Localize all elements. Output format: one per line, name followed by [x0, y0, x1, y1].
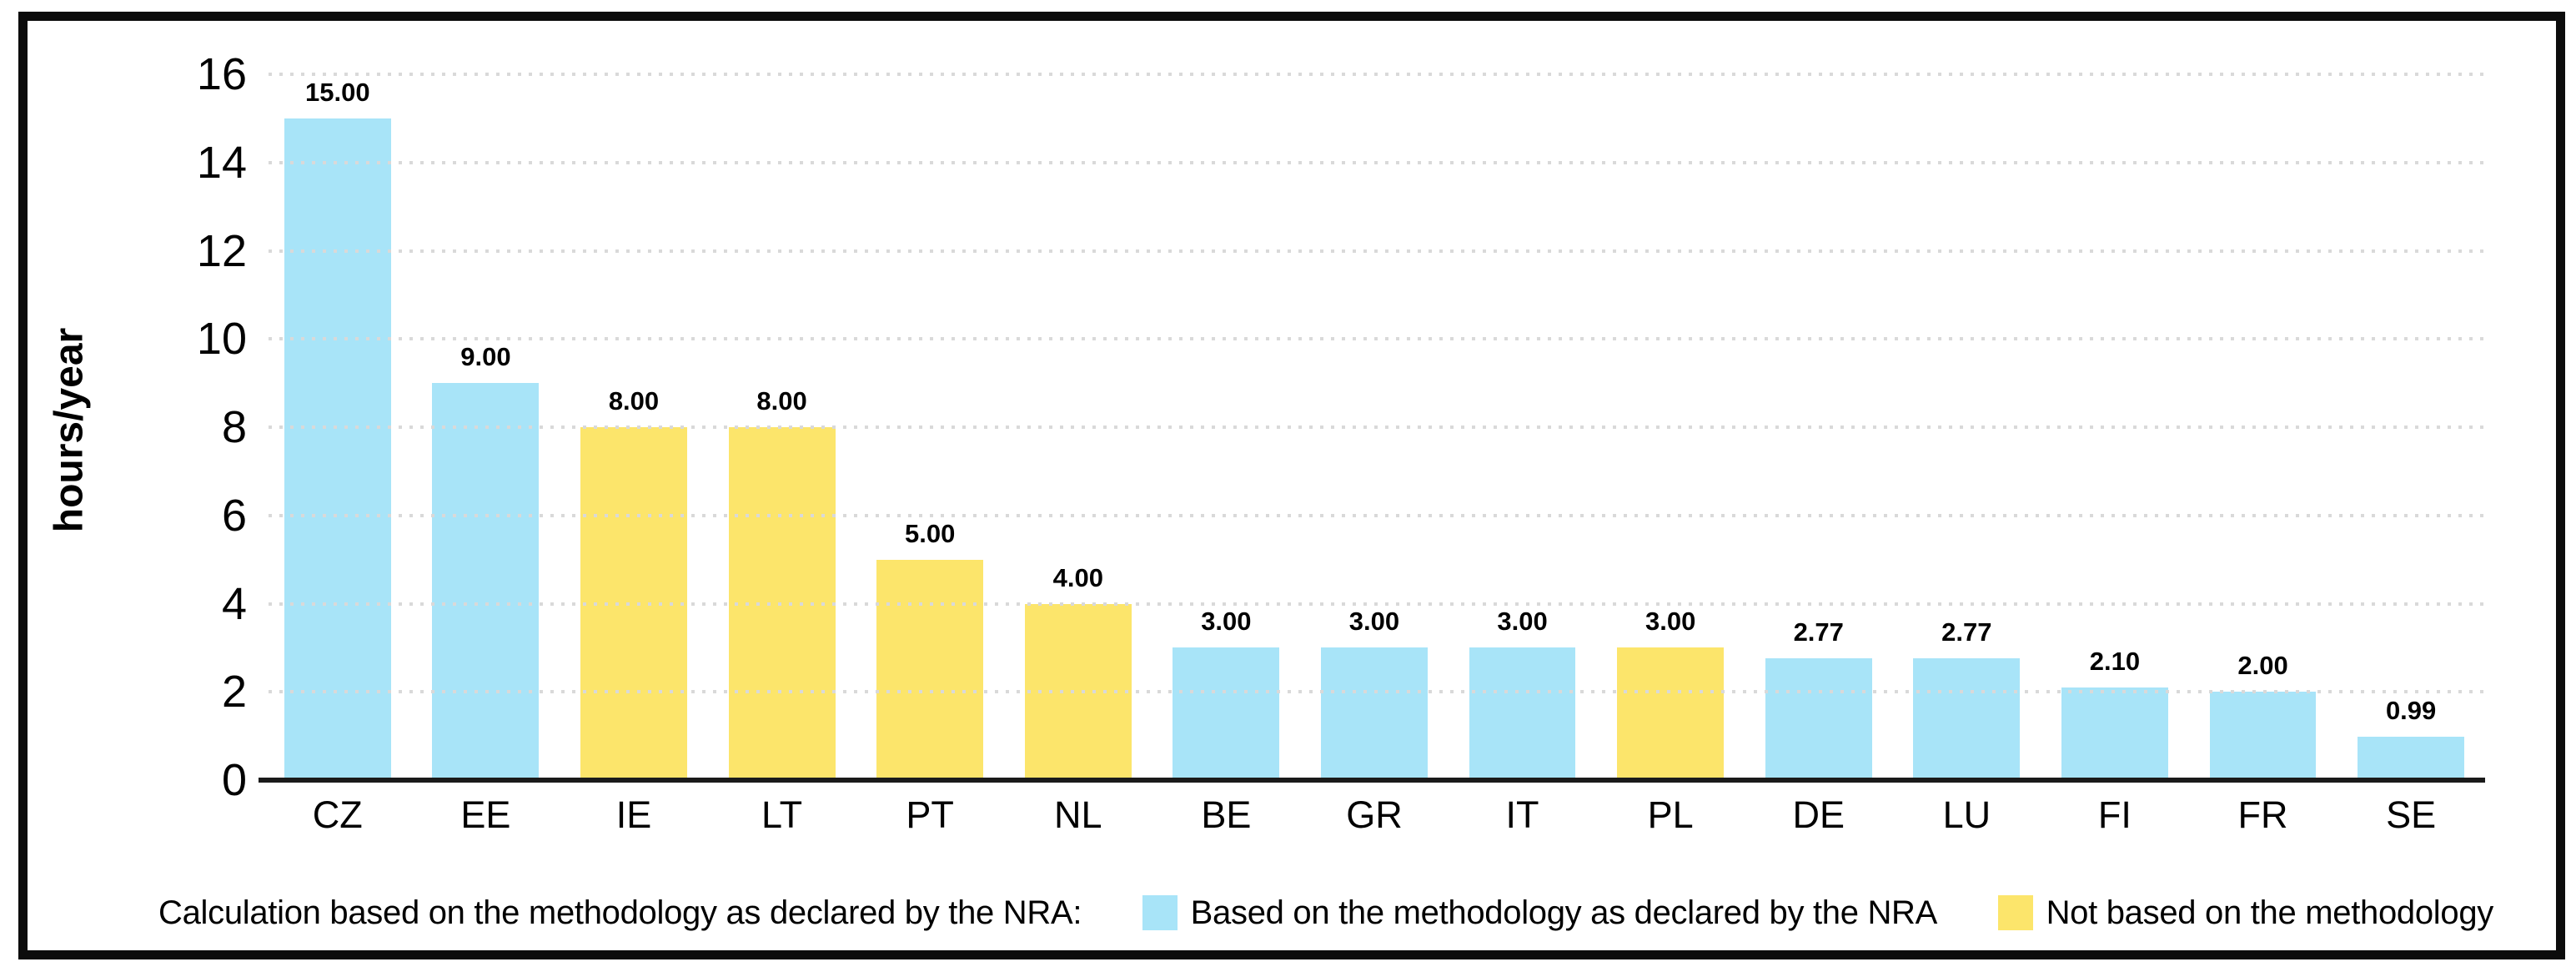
bar-gr: [1321, 647, 1428, 780]
bar-value-label: 9.00: [460, 342, 511, 372]
bar-cz: [284, 118, 391, 780]
gridline-y-10: [269, 337, 2485, 341]
gridline-y-16: [269, 73, 2485, 76]
x-tick-label-be: BE: [1201, 793, 1252, 836]
y-axis-tick-labels: 0 2 4 6 8 10 12 14 16: [117, 52, 247, 803]
bar-value-label: 5.00: [905, 518, 956, 548]
legend-item-based: Based on the methodology as declared by …: [1142, 894, 1937, 932]
bar-it: [1469, 647, 1576, 780]
x-tick-label-lt: LT: [761, 793, 803, 836]
bar-value-label: 3.00: [1497, 607, 1548, 637]
x-tick-label-ee: EE: [460, 793, 511, 836]
y-tick-label: 0: [221, 755, 247, 805]
bar-value-label: 2.00: [2237, 651, 2288, 681]
bar-de: [1765, 657, 1872, 780]
bar-value-label: 3.00: [1645, 607, 1696, 637]
bar-value-label: 2.77: [1941, 617, 1992, 647]
bar-ee: [432, 383, 540, 780]
y-tick-label: 8: [221, 402, 247, 452]
bar-slot-fi: 2.10: [2041, 74, 2189, 780]
x-tick-label-pt: PT: [906, 793, 954, 836]
x-tick-label-fi: FI: [2097, 793, 2132, 836]
bar-slot-cz: 15.00: [264, 74, 412, 780]
gridline-y-2: [269, 690, 2485, 694]
legend-label-not_based: Not based on the methodology: [2046, 894, 2494, 931]
legend-item-not_based: Not based on the methodology: [1997, 894, 2494, 932]
x-tick-label-it: IT: [1505, 793, 1539, 836]
y-tick-label: 6: [221, 490, 247, 541]
gridline-y-14: [269, 160, 2485, 164]
bar-slot-de: 2.77: [1745, 74, 1893, 780]
bar-se: [2358, 736, 2465, 780]
chart-frame: [18, 12, 2565, 959]
legend-swatch-not_based: [1997, 895, 2033, 930]
x-tick-label-cz: CZ: [312, 793, 363, 836]
bar-value-label: 2.77: [1793, 617, 1844, 647]
legend-label-based: Based on the methodology as declared by …: [1190, 894, 1938, 931]
y-axis-title: hours/year: [47, 327, 92, 533]
bar-fi: [2061, 687, 2168, 780]
x-tick-label-lu: LU: [1942, 793, 1991, 836]
bar-value-label: 2.10: [2089, 646, 2141, 676]
x-tick-label-gr: GR: [1346, 793, 1403, 836]
x-tick-label-ie: IE: [615, 793, 652, 836]
y-tick-label: 10: [196, 314, 247, 365]
bar-value-label: 3.00: [1348, 607, 1400, 637]
x-tick-label-se: SE: [2386, 793, 2437, 836]
bar-value-label: 4.00: [1052, 562, 1103, 592]
bar-slot-lu: 2.77: [1893, 74, 2041, 780]
legend: Calculation based on the methodology as …: [158, 888, 2493, 938]
legend-caption: Calculation based on the methodology as …: [158, 894, 1082, 931]
bar-value-label: 8.00: [608, 386, 660, 415]
y-tick-label: 12: [196, 225, 247, 276]
bar-fr: [2209, 692, 2317, 780]
gridline-y-4: [269, 602, 2485, 606]
bar-slot-se: 0.99: [2337, 74, 2485, 780]
x-tick-label-nl: NL: [1054, 793, 1102, 836]
y-tick-label: 14: [196, 137, 247, 188]
bar-value-label: 3.00: [1201, 607, 1252, 637]
y-tick-label: 4: [221, 578, 247, 629]
x-tick-label-de: DE: [1792, 793, 1845, 836]
bar-value-label: 0.99: [2385, 695, 2437, 725]
bar-pl: [1617, 647, 1725, 780]
y-tick-label: 2: [221, 667, 247, 718]
x-tick-label-pl: PL: [1647, 793, 1694, 836]
bar-value-label: 8.00: [756, 386, 807, 415]
x-tick-label-fr: FR: [2237, 793, 2288, 836]
bar-slot-fr: 2.00: [2189, 74, 2337, 780]
bar-pt: [876, 559, 984, 780]
y-tick-label: 16: [196, 49, 247, 99]
bar-slot-it: 3.00: [1449, 74, 1597, 780]
x-axis-line: [259, 778, 2485, 783]
bar-lu: [1913, 657, 2021, 780]
bar-slot-pt: 5.00: [856, 74, 1004, 780]
bar-slot-ee: 9.00: [412, 74, 560, 780]
x-axis-tick-labels: CZ EE IE LT PT NL BE GR IT PL DE LU FI FR SE: [264, 794, 2485, 836]
bar-slot-pl: 3.00: [1596, 74, 1745, 780]
gridline-y-6: [269, 513, 2485, 517]
bar-slot-gr: 3.00: [1300, 74, 1449, 780]
gridline-y-12: [269, 249, 2485, 253]
bar-value-label: 15.00: [305, 77, 370, 107]
legend-swatch-based: [1142, 895, 1178, 930]
gridline-y-8: [269, 426, 2485, 429]
plot-area: 15.00 9.00 8.00 8.00 5.00 4.00 3.00 3.00 3.00 3.0…: [259, 73, 2485, 783]
bar-be: [1173, 647, 1280, 780]
bar-slot-be: 3.00: [1152, 74, 1301, 780]
